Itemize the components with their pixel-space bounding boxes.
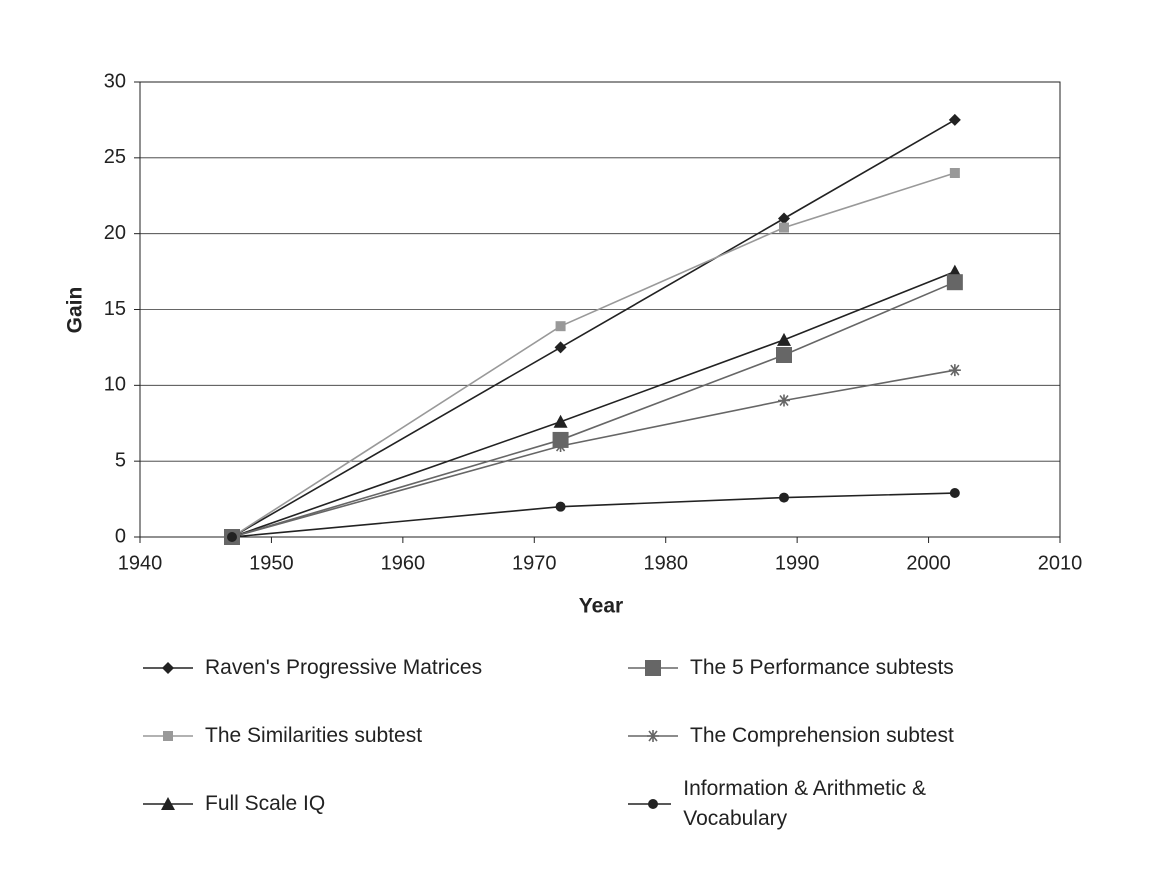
chart: Year Gain 0 5 10 15 20 25 30 1940 1950 1960 1970 19… [64, 70, 1083, 618]
y-tick-label: 5 [115, 449, 126, 471]
x-tick-label: 1940 [118, 552, 163, 574]
y-tick-label: 30 [104, 70, 126, 92]
marker [552, 431, 569, 448]
x-axis-label: Year [579, 595, 623, 618]
legend-label: Information & Arithmetic & Vocabulary [683, 777, 926, 830]
legend-item: The Similarities subtest [143, 702, 628, 770]
marker [553, 414, 568, 428]
marker [162, 662, 174, 674]
legend: Raven's Progressive Matrices The Similari… [143, 634, 988, 838]
x-tick-label: 2000 [906, 552, 951, 574]
y-tick-label: 25 [104, 146, 126, 168]
marker [776, 347, 792, 363]
legend-item: Information & Arithmetic & Vocabulary [628, 770, 988, 838]
marker [778, 394, 790, 407]
legend-item: The 5 Performance subtests [628, 634, 988, 702]
legend-item: The Comprehension subtest [628, 702, 988, 770]
marker [948, 113, 961, 126]
x-tick-label: 1950 [249, 552, 294, 574]
marker [779, 492, 789, 503]
series-line [231, 281, 956, 538]
legend-swatch [143, 662, 193, 674]
y-tick-label: 0 [115, 525, 126, 547]
marker [161, 797, 175, 810]
y-tick-label: 15 [104, 298, 126, 320]
legend-swatch [143, 797, 193, 810]
marker [647, 730, 659, 742]
marker [779, 222, 789, 233]
marker [648, 799, 658, 809]
legend-label: The Similarities subtest [205, 724, 423, 747]
marker [555, 321, 566, 332]
series-line [231, 119, 956, 538]
marker [949, 168, 960, 178]
x-tick-label: 1960 [381, 552, 426, 574]
x-tick-label: 1990 [775, 552, 820, 574]
marker [554, 440, 567, 452]
series-line [231, 270, 956, 538]
series-line [231, 369, 955, 538]
legend-swatch [143, 731, 193, 741]
series-line [231, 172, 956, 538]
plot-frame [139, 81, 1061, 538]
legend-label: The Comprehension subtest [690, 724, 954, 747]
legend-swatch [628, 660, 678, 676]
legend-label: Full Scale IQ [205, 792, 326, 815]
marker [777, 332, 791, 346]
marker [554, 341, 567, 354]
marker [555, 501, 566, 512]
x-tick-label: 1970 [512, 552, 557, 574]
legend-swatch [628, 799, 672, 809]
legend-swatch [628, 730, 678, 742]
y-axis-label: Gain [64, 287, 87, 334]
marker [949, 488, 960, 499]
marker [948, 364, 961, 377]
legend-label: The 5 Performance subtests [690, 656, 954, 679]
marker [227, 532, 237, 542]
x-tick-label: 2010 [1038, 552, 1083, 574]
x-tick-label: 1980 [643, 552, 688, 574]
marker [946, 274, 963, 291]
y-tick-label: 10 [104, 374, 126, 396]
marker [778, 212, 790, 225]
series-line [231, 492, 955, 538]
legend-label: Raven's Progressive Matrices [205, 656, 483, 679]
marker [645, 660, 661, 676]
marker [163, 731, 173, 741]
legend-item: Full Scale IQ [143, 770, 628, 838]
legend-item: Raven's Progressive Matrices [143, 634, 628, 702]
y-tick-label: 20 [104, 222, 126, 244]
